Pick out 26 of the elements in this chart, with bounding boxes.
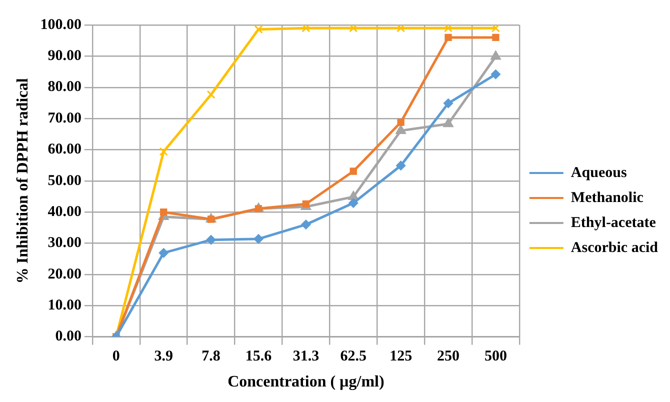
y-tick-label: 0.00 — [55, 328, 82, 345]
y-tick-label: 10.00 — [48, 297, 82, 314]
y-tick-label: 100.00 — [40, 16, 82, 33]
legend-label: Ethyl-acetate — [570, 214, 656, 231]
y-tick-label: 60.00 — [48, 142, 82, 158]
y-tick-label: 90.00 — [48, 48, 82, 64]
y-tick-label: 70.00 — [48, 110, 82, 126]
y-tick-label: 50.00 — [48, 172, 82, 189]
x-tick-label: 7.8 — [202, 348, 220, 365]
y-tick-label: 30.00 — [48, 235, 82, 252]
x-tick-label: 3.9 — [154, 348, 173, 365]
y-axis-title: % Inhibition of DPPH radical — [14, 78, 32, 284]
legend-label: Aqueous — [570, 164, 627, 181]
x-tick-label: 62.5 — [340, 348, 367, 365]
x-tick-label: 250 — [437, 348, 460, 365]
x-tick-label: 125 — [390, 348, 412, 365]
legend-label: Ascorbic acid — [570, 240, 659, 256]
y-tick-label: 80.00 — [48, 79, 82, 96]
legend-label: Methanolic — [570, 190, 644, 206]
x-tick-label: 500 — [484, 348, 507, 365]
y-tick-label: 20.00 — [48, 266, 82, 282]
x-axis-title: Concentration ( µg/ml) — [228, 374, 384, 391]
x-tick-label: 31.3 — [292, 348, 320, 365]
x-tick-label: 15.6 — [245, 348, 272, 365]
x-tick-label: 0 — [112, 348, 120, 365]
y-tick-label: 40.00 — [48, 204, 82, 220]
